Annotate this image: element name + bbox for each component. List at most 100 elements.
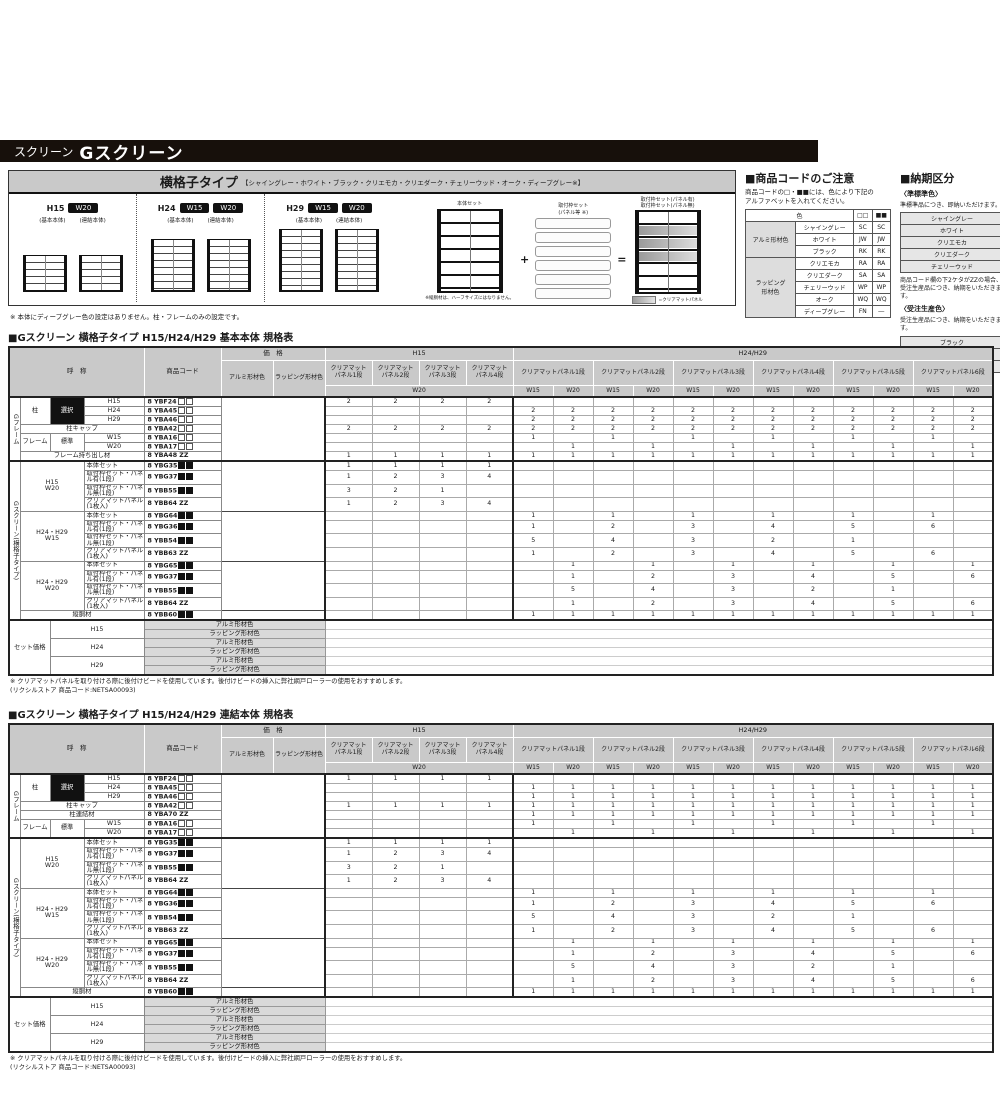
spec-value-cell (872, 896, 914, 912)
spec-value-cell: 1 (832, 533, 874, 548)
name-cell: 標準 (49, 433, 85, 452)
h15-section-header: H15 (324, 346, 514, 361)
spec-value-cell (371, 433, 420, 443)
solid-code-box-icon (186, 850, 194, 858)
spec-value-cell: 1 (512, 887, 554, 898)
product-code: 8 YBA42 (143, 800, 222, 811)
width-header: W15 (832, 385, 874, 398)
spec-value-cell (512, 442, 554, 452)
spec-value-cell (792, 860, 834, 876)
spec-value-cell (792, 874, 834, 889)
name-cell: 選択 (49, 773, 85, 802)
body-set-label: 本体セット (457, 200, 483, 207)
spec-value-cell (552, 896, 594, 912)
spec-value-cell: 2 (832, 406, 874, 416)
name-cell: 取付枠セット・パネル有(1段) (83, 569, 145, 585)
body-type-labels: (基本本体) (連結本体) (296, 216, 363, 224)
solid-code-box-icon (178, 900, 186, 908)
spec-value-cell (912, 874, 954, 889)
spec-value-cell (512, 569, 554, 585)
spec-value-cell (371, 569, 420, 585)
spec-value-cell (912, 827, 954, 839)
panel-count-header: クリアマット パネル3段 (418, 360, 467, 386)
spec-value-cell (632, 896, 674, 912)
price-cells-empty (220, 560, 326, 571)
spec-value-cell (752, 860, 794, 876)
width-header: W15 (592, 385, 634, 398)
spec-value-cell: 3 (672, 923, 714, 939)
spec-value-cell: 1 (672, 800, 714, 811)
spec-value-cell (672, 827, 714, 839)
spec-value-cell (371, 887, 420, 898)
name-cell: H24・H29 W20 (19, 560, 85, 612)
price-cells-empty (220, 470, 326, 485)
spec-value-cell: 1 (832, 791, 874, 802)
spec-value-cell: 3 (672, 896, 714, 912)
product-code: 8 YBB64 ZZ (143, 973, 222, 989)
spec-value-cell (832, 569, 874, 585)
spec-value-cell: 1 (512, 809, 554, 820)
spec-value-cell (512, 470, 554, 485)
panel-count-header: クリアマット パネル4段 (465, 736, 514, 763)
spec-value-cell: 1 (952, 782, 994, 793)
name-cell: W15 (83, 818, 145, 829)
lattice-illustrations (22, 224, 123, 296)
spec-value-cell: 1 (792, 800, 834, 811)
frame-set-illustration (535, 217, 612, 299)
spec-value-cell: 1 (418, 837, 467, 848)
width-header: W20 (632, 761, 674, 775)
spec-value-cell: 2 (592, 406, 634, 416)
spec-value-cell (465, 937, 514, 948)
slat (535, 273, 612, 285)
spec-value-cell (872, 460, 914, 471)
price-cells-empty (220, 773, 326, 784)
spec-value-cell (592, 937, 634, 948)
spec-value-cell: 1 (912, 887, 954, 898)
spec-value-cell (324, 946, 373, 962)
name-cell: 取付枠セット・パネル無(1段) (83, 960, 145, 975)
spec-row: H29 8 YBA46 1 1 1 1 1 1 1 1 1 1 1 1 (9, 791, 994, 802)
spec-value-cell (672, 960, 714, 975)
spec-row: 取付枠セット・パネル有(1段) 8 YBG36 1 2 3 4 5 6 (9, 519, 994, 535)
product-code: 8 YBB54 (143, 533, 222, 548)
open-code-box-icon (177, 398, 185, 406)
spec-value-cell (552, 874, 594, 889)
spec-value-cell (465, 946, 514, 962)
aluminum-finish-header: アルミ形材色 (220, 736, 274, 775)
spec-value-cell (872, 533, 914, 548)
spec-value-cell (752, 773, 794, 784)
solid-code-box-icon (178, 473, 186, 481)
price-cells-empty (220, 810, 326, 820)
spec-value-cell: 2 (792, 960, 834, 975)
spec-value-cell: 1 (872, 827, 914, 839)
price-cells-empty (220, 510, 326, 521)
spec-value-cell (792, 460, 834, 471)
body-type-label: (基本本体) (39, 218, 66, 224)
spec-header-row: アルミ形材色 ラッピング形材色 クリアマット パネル1段 クリアマット パネル2段 クリ… (9, 736, 994, 775)
spec-value-cell (712, 483, 754, 499)
spec-value-cell (712, 396, 754, 407)
price-cells-empty (220, 497, 326, 512)
spec-value-cell (592, 960, 634, 975)
spec-value-cell (672, 483, 714, 499)
open-code-box-icon (178, 407, 186, 415)
spec-value-cell (912, 583, 954, 598)
spec-value-cell (952, 773, 994, 784)
name-cell: H24 (83, 406, 145, 416)
spec-value-cell (324, 596, 373, 612)
spec-value-cell: 5 (552, 583, 594, 598)
solid-code-box-icon (186, 889, 194, 896)
spec-value-cell (371, 519, 420, 535)
spec-value-cell: 1 (672, 818, 714, 829)
spec-value-cell (792, 910, 834, 925)
spec-value-cell (512, 846, 554, 862)
set-price-value-empty (324, 629, 994, 640)
name-cell: 柱 (19, 773, 51, 802)
spec-value-cell: 5 (832, 546, 874, 562)
spec-value-cell (465, 987, 514, 998)
panel-count-header: クリアマットパネル3段 (672, 736, 754, 763)
semi-standard-desc: 準標準品につき、即納いただけます。 (900, 202, 1000, 209)
spec-value-cell (324, 533, 373, 548)
color-name: ブラック (795, 244, 855, 258)
panel-count-header: クリアマットパネル4段 (752, 736, 834, 763)
